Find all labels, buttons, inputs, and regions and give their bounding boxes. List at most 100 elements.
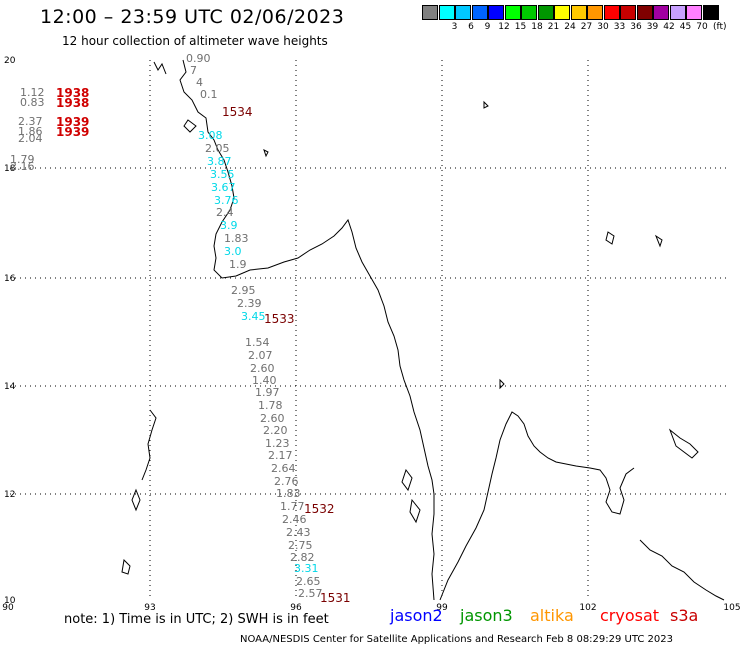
scale-label: 33 xyxy=(613,22,626,32)
longitude-label: 93 xyxy=(144,603,155,613)
satellite-s3a: s3a xyxy=(670,606,699,625)
pass-time-label: 1533 xyxy=(264,312,295,326)
wave-height-value: 2.76 xyxy=(274,475,299,488)
scale-swatch xyxy=(488,5,504,20)
wave-height-value: 3.08 xyxy=(198,129,223,142)
wave-height-value: 2.60 xyxy=(250,362,275,375)
pass-time-label: 1938 xyxy=(56,96,89,110)
longitude-label: 102 xyxy=(579,603,596,613)
scale-swatch xyxy=(455,5,471,20)
wave-height-value: 2.4 xyxy=(216,206,234,219)
wave-height-value: 2.20 xyxy=(263,424,288,437)
scale-label: 39 xyxy=(646,22,659,32)
scale-swatch xyxy=(587,5,603,20)
scale-label: 21 xyxy=(547,22,560,32)
wave-height-value: 1.78 xyxy=(258,399,283,412)
scale-swatch xyxy=(422,5,438,20)
wave-height-value: 7 xyxy=(190,64,197,77)
wave-height-value: 1.23 xyxy=(265,437,290,450)
scale-label: 3 xyxy=(451,22,458,32)
wave-height-value: 3.0 xyxy=(224,245,242,258)
latitude-label: 14 xyxy=(4,382,16,392)
pass-time-label: 1938 xyxy=(56,86,89,100)
scale-swatch xyxy=(504,5,521,20)
scale-unit: (ft) xyxy=(713,22,727,32)
wave-height-value: 1.12 xyxy=(20,86,45,99)
satellite-jason3: jason3 xyxy=(460,606,513,625)
scale-label: 70 xyxy=(696,22,708,32)
scale-label: 15 xyxy=(514,22,527,32)
scale-label: 6 xyxy=(468,22,474,32)
pass-time-label: 1534 xyxy=(222,105,253,119)
wave-height-value: 3.76 xyxy=(214,194,239,207)
wave-height-value: 4 xyxy=(196,76,203,89)
wave-height-values: 0.90740.13.082.053.873.553.673.762.43.91… xyxy=(10,52,323,600)
scale-label: 30 xyxy=(597,22,609,32)
latitude-label: 20 xyxy=(4,56,16,66)
scale-swatch xyxy=(603,5,620,20)
satellite-jason2: jason2 xyxy=(390,606,443,625)
page-subtitle: 12 hour collection of altimeter wave hei… xyxy=(62,34,328,48)
wave-height-value: 3.67 xyxy=(211,181,236,194)
wave-height-value: 3.9 xyxy=(220,219,238,232)
grid-lines xyxy=(10,60,730,600)
scale-swatch xyxy=(636,5,653,20)
scale-swatch xyxy=(521,5,537,20)
wave-height-value: 1.9 xyxy=(229,258,247,271)
scale-swatch xyxy=(669,5,686,20)
wave-height-value: 2.07 xyxy=(248,349,273,362)
scale-label: 18 xyxy=(531,22,543,32)
pass-time-label: 1939 xyxy=(56,115,89,129)
wave-height-value: 2.82 xyxy=(290,551,315,564)
wave-height-value: 2.95 xyxy=(231,284,256,297)
wave-height-value: 0.90 xyxy=(186,52,211,65)
scale-label: 12 xyxy=(498,22,510,32)
wave-height-value: 1.97 xyxy=(255,386,280,399)
scale-swatch xyxy=(653,5,669,20)
longitude-label: 96 xyxy=(290,603,302,613)
wave-height-value: 3.31 xyxy=(294,562,319,575)
scale-swatch xyxy=(702,5,719,20)
longitude-label: 99 xyxy=(436,603,448,613)
wave-height-value: 2.17 xyxy=(268,449,293,462)
wave-height-value: 2.37 xyxy=(18,115,43,128)
wave-height-value: 2.16 xyxy=(10,160,35,173)
scale-swatch xyxy=(554,5,570,20)
satellite-cryosat: cryosat xyxy=(600,606,660,625)
wave-height-value: 1.86 xyxy=(18,125,43,138)
scale-label: 42 xyxy=(663,22,675,32)
footer-credit: NOAA/NESDIS Center for Satellite Applica… xyxy=(240,634,673,645)
pass-time-label: 1532 xyxy=(304,502,335,516)
wave-height-value: 2.64 xyxy=(271,462,296,475)
wave-height-value: 2.46 xyxy=(282,513,307,526)
wave-height-value: 2.60 xyxy=(260,412,285,425)
coastline xyxy=(121,59,725,601)
wave-height-value: 2.57 xyxy=(298,587,323,600)
scale-label: 45 xyxy=(679,22,692,32)
page-title: 12:00 – 23:59 UTC 02/06/2023 xyxy=(40,6,345,28)
wave-height-value: 3.87 xyxy=(207,155,232,168)
wave-height-value: 2.05 xyxy=(205,142,230,155)
latitude-label: 18 xyxy=(4,164,16,174)
wave-height-value: 0.83 xyxy=(20,96,45,109)
wave-height-value: 2.43 xyxy=(286,526,311,539)
pass-time-label: 1939 xyxy=(56,125,89,139)
wave-height-value: 1.79 xyxy=(10,153,35,166)
scale-swatch xyxy=(620,5,636,20)
footer-note: note: 1) Time is in UTC; 2) SWH is in fe… xyxy=(64,612,329,627)
satellite-altika: altika xyxy=(530,606,574,625)
wave-height-value: 2.39 xyxy=(237,297,262,310)
scale-swatch xyxy=(537,5,554,20)
wave-height-value: 2.65 xyxy=(296,575,321,588)
wave-height-value: 0.1 xyxy=(200,88,218,101)
wave-height-value: 1.54 xyxy=(245,336,270,349)
longitude-label: 90 xyxy=(2,603,14,613)
wave-height-value: 1.83 xyxy=(276,487,301,500)
wave-height-value: 3.45 xyxy=(241,310,266,323)
scale-swatch xyxy=(438,5,455,20)
latitude-label: 10 xyxy=(4,596,16,606)
scale-label: 27 xyxy=(580,22,593,32)
